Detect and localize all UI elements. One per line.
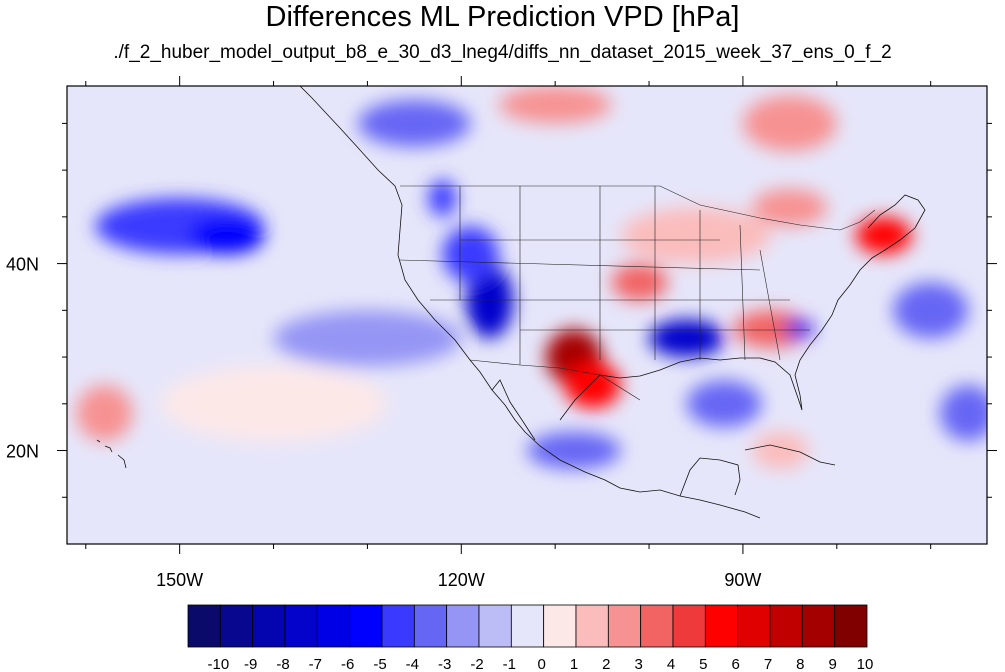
field-blob-14 xyxy=(498,86,612,124)
map-title: Differences ML Prediction VPD [hPa] xyxy=(265,1,740,33)
field-blob-5 xyxy=(428,179,457,217)
field-blob-7 xyxy=(564,361,621,409)
axis-ticks xyxy=(57,76,997,554)
colorbar: -10 -9 -8 -7 -6 -5 -4 -3 -2 -1 0 1 2 3 4 5 6 7 8 9 10 xyxy=(187,604,874,672)
us-state-borders xyxy=(399,185,876,401)
lon-tick-label-1: 120W xyxy=(438,570,485,590)
colorbar-label-1: -9 xyxy=(244,656,257,672)
field-blob-22 xyxy=(160,366,387,442)
plot-background xyxy=(67,86,987,544)
colorbar-swatch-4 xyxy=(316,604,351,648)
colorbar-swatch-5 xyxy=(349,604,383,648)
field-blob-18 xyxy=(686,380,762,428)
field-blob-13 xyxy=(742,95,837,152)
plot-area: 150W 120W 90W 40N 20N xyxy=(6,76,997,590)
field-blob-3 xyxy=(465,263,513,339)
plot-frame xyxy=(66,85,988,545)
field-blob-12 xyxy=(855,216,912,255)
lon-tick-label-0: 150W xyxy=(156,570,203,590)
coastlines xyxy=(96,86,926,519)
colorbar-swatch-9 xyxy=(478,604,512,648)
lat-tick-label-1: 20N xyxy=(6,442,39,462)
colorbar-label-6: -4 xyxy=(406,656,419,672)
colorbar-swatch-14 xyxy=(640,604,674,648)
map-subtitle: ./f_2_huber_model_output_b8_e_30_d3_lneg… xyxy=(113,42,892,63)
colorbar-swatch-10 xyxy=(510,604,545,648)
colorbar-label-5: -5 xyxy=(373,656,386,672)
colorbar-label-17: 7 xyxy=(764,656,772,672)
colorbar-label-15: 5 xyxy=(699,656,707,672)
colorbar-label-18: 8 xyxy=(796,656,804,672)
field-blob-19 xyxy=(893,282,969,339)
field-blob-4 xyxy=(442,226,499,283)
field-blob-1 xyxy=(189,216,265,255)
field-blob-24 xyxy=(752,431,809,470)
colorbar-swatch-3 xyxy=(284,604,318,648)
colorbar-label-13: 3 xyxy=(634,656,642,672)
field-blob-23 xyxy=(620,207,772,264)
colorbar-swatch-6 xyxy=(381,604,415,648)
lon-tick-label-2: 90W xyxy=(724,570,761,590)
field-blob-9 xyxy=(611,263,668,301)
field-blob-15 xyxy=(752,188,828,227)
field-blob-2 xyxy=(358,100,471,147)
colorbar-swatch-11 xyxy=(543,604,577,648)
colorbar-swatch-18 xyxy=(769,604,803,648)
colorbar-label-12: 2 xyxy=(602,656,610,672)
colorbar-swatch-1 xyxy=(219,604,254,648)
canada-us-border xyxy=(400,185,876,231)
colorbar-label-4: -6 xyxy=(341,656,354,672)
state-lines xyxy=(399,186,810,365)
north-america-coastline xyxy=(299,86,926,519)
field-blob-11 xyxy=(785,319,814,339)
colorbar-label-0: -10 xyxy=(207,656,229,672)
colorbar-swatch-2 xyxy=(252,604,286,648)
colorbar-label-7: -3 xyxy=(438,656,451,672)
colorbar-swatch-20 xyxy=(834,604,868,648)
colorbar-label-10: 0 xyxy=(537,656,545,672)
colorbar-swatch-7 xyxy=(413,604,448,648)
field-blob-21 xyxy=(273,310,462,367)
colorbar-swatch-16 xyxy=(704,604,739,648)
colorbar-label-3: -7 xyxy=(309,656,322,672)
colorbar-swatch-17 xyxy=(737,604,771,648)
mexico-us-border xyxy=(469,359,641,401)
field-blob-10 xyxy=(733,310,809,348)
field-blob-16 xyxy=(76,385,133,442)
field-blob-20 xyxy=(940,385,987,442)
colorbar-swatch-8 xyxy=(446,604,480,648)
colorbar-label-19: 9 xyxy=(828,656,836,672)
colorbar-label-2: -8 xyxy=(276,656,289,672)
colorbar-label-11: 1 xyxy=(570,656,578,672)
colorbar-label-14: 4 xyxy=(667,656,675,672)
colorbar-swatch-19 xyxy=(801,604,836,648)
colorbar-label-9: -1 xyxy=(503,656,516,672)
colorbar-swatch-13 xyxy=(607,604,642,648)
axis-tick-labels: 150W 120W 90W 40N 20N xyxy=(6,255,761,590)
colorbar-label-8: -2 xyxy=(470,656,483,672)
cuba-island xyxy=(744,444,836,466)
hawaii-islands xyxy=(96,439,127,469)
colorbar-swatch-0 xyxy=(187,604,221,648)
colorbar-swatch-12 xyxy=(575,604,609,648)
lat-tick-label-0: 40N xyxy=(6,255,39,275)
colorbar-label-16: 6 xyxy=(731,656,739,672)
colorbar-swatch-15 xyxy=(672,604,706,648)
colorbar-label-20: 10 xyxy=(857,656,874,672)
field-blob-17 xyxy=(527,431,621,470)
field-contours xyxy=(76,86,987,470)
field-blob-8 xyxy=(649,319,725,358)
